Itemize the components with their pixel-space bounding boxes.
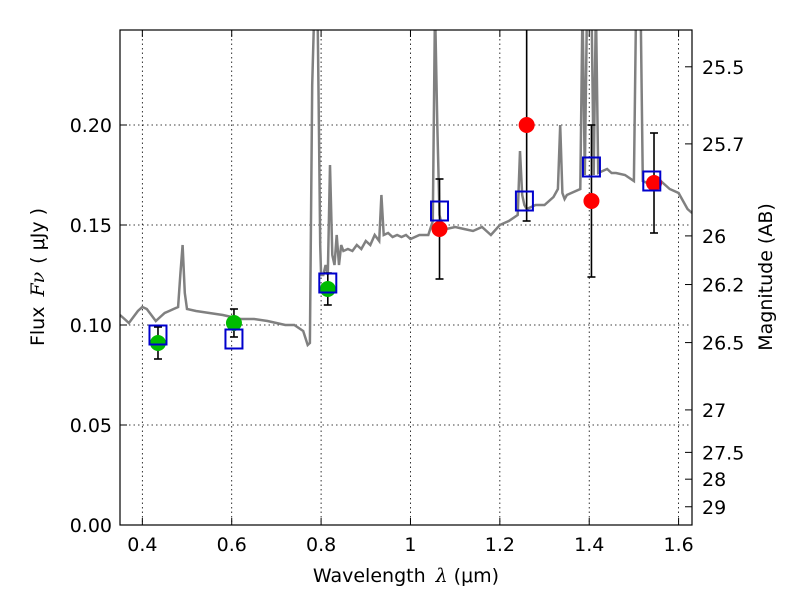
model-photometry-square [224,328,244,350]
plot-frame [119,29,693,526]
x-tick-label: 1 [404,534,416,556]
magnitude-tick-label: 26.5 [702,333,744,355]
magnitude-tick-label: 25.5 [702,57,744,79]
plot-background [120,30,692,525]
x-axis-ticks: 0.4 0.6 0.8 1 1.2 1.4 1.6 [127,30,694,556]
data-points [149,117,663,351]
x-tick-label: 1.6 [663,534,693,556]
magnitude-tick-label: 26.2 [702,275,744,297]
x-tick-label: 0.6 [217,534,247,556]
y-axis-label: FluxFν( μJy ) [27,208,49,346]
red-data-point [431,221,448,237]
model-photometry-square [148,324,168,346]
y-axis-ticks: 0.00 0.05 0.10 0.15 0.20 [70,115,127,537]
green-data-point [319,281,336,297]
x-tick-label: 0.8 [306,534,336,556]
red-data-point [646,175,663,191]
y-tick-label: 0.20 [70,115,112,137]
y-tick-label: 0.05 [70,415,112,437]
grid [120,30,692,526]
x-axis-label: Wavelength λ (μm) [313,565,499,587]
magnitude-tick-label: 27 [702,400,726,422]
y-tick-label: 0.15 [70,215,112,237]
model-photometry-squares [148,156,662,350]
magnitude-tick-label: 27.5 [702,442,744,464]
magnitude-tick-label: 29 [702,497,726,519]
magnitude-axis-label: Magnitude (AB) [755,203,777,351]
red-data-point [518,117,535,133]
model-photometry-square [318,272,338,294]
magnitude-tick-label: 25.7 [702,134,744,156]
x-tick-label: 1.4 [574,534,604,556]
y-tick-label: 0.00 [70,515,112,537]
y-tick-label: 0.10 [70,315,112,337]
x-tick-label: 1.2 [485,534,515,556]
magnitude-tick-label: 28 [702,469,726,491]
red-data-point [583,193,600,209]
magnitude-tick-label: 26 [702,226,726,248]
magnitude-axis-ticks: 25.5 25.7 26 26.2 26.5 27 27.5 28 29 [685,57,744,519]
model-photometry-square [514,190,534,212]
model-photometry-square [430,200,450,222]
green-data-point [149,335,166,351]
model-spectrum-line [120,30,692,348]
green-data-point [225,315,242,331]
x-tick-label: 0.4 [127,534,157,556]
model-photometry-square [581,156,601,178]
model-photometry-square [642,170,662,192]
